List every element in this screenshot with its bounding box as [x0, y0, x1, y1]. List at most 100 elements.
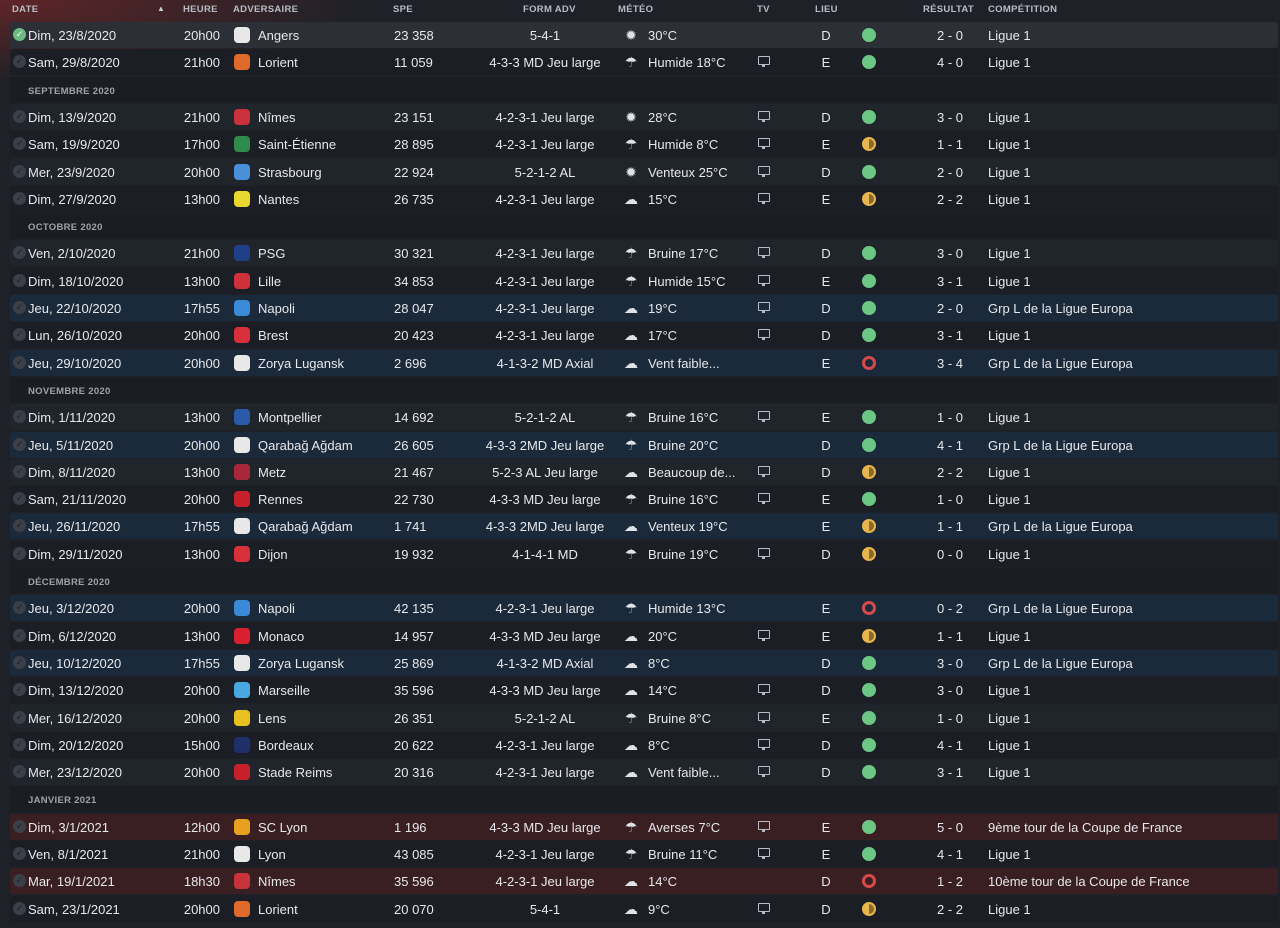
opponent-name[interactable]: Qarabağ Ağdam — [258, 519, 353, 534]
score[interactable]: 3 - 4 — [936, 356, 963, 371]
col-tv[interactable]: TV — [757, 4, 770, 15]
competition[interactable]: Ligue 1 — [988, 110, 1031, 125]
fixture-row[interactable]: ✓ Jeu, 10/12/2020 17h55 Zorya Lugansk 25 869… — [10, 650, 1278, 676]
opponent-name[interactable]: Stade Reims — [258, 765, 333, 780]
score[interactable]: 1 - 0 — [936, 711, 963, 726]
opponent-name[interactable]: Strasbourg — [258, 165, 322, 180]
sort-ascending-icon[interactable]: ▲ — [157, 4, 166, 13]
col-meteo[interactable]: MÉTÉO — [618, 4, 654, 15]
competition[interactable]: 10ème tour de la Coupe de France — [988, 874, 1190, 889]
score[interactable]: 5 - 0 — [936, 820, 963, 835]
opponent-name[interactable]: Monaco — [258, 629, 305, 644]
score[interactable]: 1 - 0 — [936, 492, 963, 507]
col-date[interactable]: DATE — [12, 4, 39, 15]
col-spe[interactable]: SPE — [393, 4, 413, 15]
col-form[interactable]: FORM ADV — [523, 4, 576, 15]
opponent-name[interactable]: Nîmes — [258, 110, 296, 125]
opponent-name[interactable]: Zorya Lugansk — [258, 656, 344, 671]
score[interactable]: 4 - 0 — [936, 55, 963, 70]
score[interactable]: 2 - 2 — [936, 902, 963, 917]
opponent-name[interactable]: Metz — [258, 465, 287, 480]
fixture-row[interactable]: ✓ Mar, 19/1/2021 18h30 Nîmes 35 596 4-2-3-1 J… — [10, 868, 1278, 894]
opponent-name[interactable]: Marseille — [258, 683, 311, 698]
opponent-name[interactable]: Zorya Lugansk — [258, 356, 344, 371]
competition[interactable]: Grp L de la Ligue Europa — [988, 519, 1133, 534]
fixture-row[interactable]: ✓ Jeu, 5/11/2020 20h00 Qarabağ Ağdam 26 605 4… — [10, 432, 1278, 458]
fixture-row[interactable]: ✓ Mer, 16/12/2020 20h00 Lens 26 351 5-2-1-2 A… — [10, 705, 1278, 731]
score[interactable]: 0 - 0 — [936, 547, 963, 562]
fixture-row[interactable]: ✓ Ven, 2/10/2020 21h00 PSG 30 321 4-2-3-1 Jeu… — [10, 240, 1278, 266]
score[interactable]: 1 - 1 — [936, 629, 963, 644]
fixture-row[interactable]: ✓ Jeu, 22/10/2020 17h55 Napoli 28 047 4-2-3-1… — [10, 295, 1278, 321]
col-adversaire[interactable]: ADVERSAIRE — [233, 4, 299, 15]
competition[interactable]: Grp L de la Ligue Europa — [988, 656, 1133, 671]
fixture-row[interactable]: ✓ Dim, 20/12/2020 15h00 Bordeaux 20 622 4-2-3… — [10, 732, 1278, 758]
fixture-row[interactable]: ✓ Dim, 29/11/2020 13h00 Dijon 19 932 4-1-4-1 … — [10, 541, 1278, 567]
score[interactable]: 4 - 1 — [936, 438, 963, 453]
competition[interactable]: Ligue 1 — [988, 55, 1031, 70]
opponent-name[interactable]: Qarabağ Ağdam — [258, 438, 353, 453]
competition[interactable]: Ligue 1 — [988, 711, 1031, 726]
score[interactable]: 3 - 0 — [936, 656, 963, 671]
competition[interactable]: Grp L de la Ligue Europa — [988, 301, 1133, 316]
opponent-name[interactable]: Dijon — [258, 547, 288, 562]
competition[interactable]: Ligue 1 — [988, 328, 1031, 343]
competition[interactable]: Ligue 1 — [988, 683, 1031, 698]
competition[interactable]: Ligue 1 — [988, 765, 1031, 780]
opponent-name[interactable]: Rennes — [258, 492, 303, 507]
opponent-name[interactable]: Nîmes — [258, 874, 296, 889]
competition[interactable]: 9ème tour de la Coupe de France — [988, 820, 1183, 835]
fixture-row[interactable]: ✓ Jeu, 29/10/2020 20h00 Zorya Lugansk 2 696 4… — [10, 350, 1278, 376]
fixture-row[interactable]: ✓ Dim, 23/8/2020 20h00 Angers 23 358 5-4-1 ✹ 30… — [10, 22, 1278, 48]
score[interactable]: 3 - 0 — [936, 683, 963, 698]
fixture-row[interactable]: ✓ Sam, 29/8/2020 21h00 Lorient 11 059 4-3-3 M… — [10, 49, 1278, 75]
col-heure[interactable]: HEURE — [183, 4, 218, 15]
score[interactable]: 1 - 2 — [936, 874, 963, 889]
competition[interactable]: Ligue 1 — [988, 165, 1031, 180]
competition[interactable]: Grp L de la Ligue Europa — [988, 438, 1133, 453]
score[interactable]: 1 - 1 — [936, 137, 963, 152]
score[interactable]: 4 - 1 — [936, 847, 963, 862]
fixture-row[interactable]: ✓ Dim, 3/1/2021 12h00 SC Lyon 1 196 4-3-3 MD … — [10, 814, 1278, 840]
competition[interactable]: Ligue 1 — [988, 28, 1031, 43]
fixture-row[interactable]: ✓ Lun, 26/10/2020 20h00 Brest 20 423 4-2-3-1 … — [10, 322, 1278, 348]
opponent-name[interactable]: Lyon — [258, 847, 286, 862]
competition[interactable]: Ligue 1 — [988, 192, 1031, 207]
score[interactable]: 1 - 1 — [936, 519, 963, 534]
competition[interactable]: Ligue 1 — [988, 465, 1031, 480]
competition[interactable]: Ligue 1 — [988, 410, 1031, 425]
fixture-row[interactable]: ✓ Dim, 1/11/2020 13h00 Montpellier 14 692 5-2… — [10, 404, 1278, 430]
opponent-name[interactable]: Saint-Étienne — [258, 137, 337, 152]
competition[interactable]: Ligue 1 — [988, 246, 1031, 261]
score[interactable]: 1 - 0 — [936, 410, 963, 425]
competition[interactable]: Grp L de la Ligue Europa — [988, 601, 1133, 616]
score[interactable]: 2 - 0 — [936, 301, 963, 316]
opponent-name[interactable]: Napoli — [258, 601, 295, 616]
fixture-row[interactable]: ✓ Dim, 13/12/2020 20h00 Marseille 35 596 4-3-… — [10, 677, 1278, 703]
col-competition[interactable]: COMPÉTITION — [988, 4, 1058, 15]
competition[interactable]: Ligue 1 — [988, 902, 1031, 917]
fixture-row[interactable]: ✓ Dim, 13/9/2020 21h00 Nîmes 23 151 4-2-3-1 J… — [10, 104, 1278, 130]
score[interactable]: 4 - 1 — [936, 738, 963, 753]
fixture-row[interactable]: ✓ Jeu, 26/11/2020 17h55 Qarabağ Ağdam 1 741 4… — [10, 513, 1278, 539]
competition[interactable]: Ligue 1 — [988, 629, 1031, 644]
fixture-row[interactable]: ✓ Mer, 23/9/2020 20h00 Strasbourg 22 924 5-2-… — [10, 159, 1278, 185]
fixture-row[interactable]: ✓ Sam, 21/11/2020 20h00 Rennes 22 730 4-3-3 M… — [10, 486, 1278, 512]
score[interactable]: 2 - 2 — [936, 465, 963, 480]
fixture-row[interactable]: ✓ Jeu, 3/12/2020 20h00 Napoli 42 135 4-2-3-1 … — [10, 595, 1278, 621]
score[interactable]: 2 - 0 — [936, 165, 963, 180]
competition[interactable]: Ligue 1 — [988, 274, 1031, 289]
opponent-name[interactable]: Napoli — [258, 301, 295, 316]
competition[interactable]: Ligue 1 — [988, 738, 1031, 753]
fixture-row[interactable]: ✓ Dim, 27/9/2020 13h00 Nantes 26 735 4-2-3-1 … — [10, 186, 1278, 212]
fixture-row[interactable]: ✓ Dim, 8/11/2020 13h00 Metz 21 467 5-2-3 AL J… — [10, 459, 1278, 485]
opponent-name[interactable]: SC Lyon — [258, 820, 308, 835]
col-lieu[interactable]: LIEU — [815, 4, 838, 15]
score[interactable]: 0 - 2 — [936, 601, 963, 616]
opponent-name[interactable]: Lens — [258, 711, 287, 726]
score[interactable]: 3 - 1 — [936, 765, 963, 780]
fixture-row[interactable]: ✓ Dim, 18/10/2020 13h00 Lille 34 853 4-2-3-1 … — [10, 268, 1278, 294]
col-resultat[interactable]: RÉSULTAT — [923, 4, 974, 15]
fixture-row[interactable]: ✓ Sam, 23/1/2021 20h00 Lorient 20 070 5-4-1 ☁ 9… — [10, 896, 1278, 922]
score[interactable]: 3 - 1 — [936, 328, 963, 343]
